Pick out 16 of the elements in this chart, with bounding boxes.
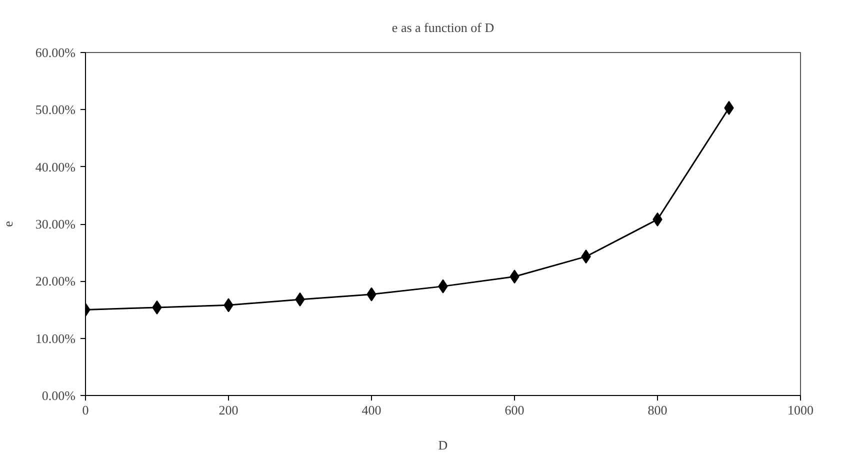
- x-tick-label: 600: [504, 402, 524, 418]
- chart-title: e as a function of D: [392, 20, 494, 35]
- y-axis-title: e: [0, 220, 16, 227]
- x-tick-label: 200: [218, 402, 238, 418]
- y-tick-label: 40.00%: [35, 159, 76, 174]
- x-tick-label: 0: [82, 402, 89, 418]
- x-tick-label: 1000: [788, 402, 814, 418]
- y-tick-label: 30.00%: [35, 216, 76, 232]
- y-tick-label: 10.00%: [35, 330, 76, 346]
- y-tick-label: 0.00%: [42, 388, 76, 403]
- x-axis-title: D: [438, 438, 448, 452]
- x-tick-label: 400: [362, 402, 382, 418]
- y-tick-label: 50.00%: [35, 102, 76, 118]
- x-tick-label: 800: [648, 402, 668, 418]
- y-tick-label: 60.00%: [35, 45, 76, 60]
- y-tick-label: 20.00%: [35, 274, 76, 289]
